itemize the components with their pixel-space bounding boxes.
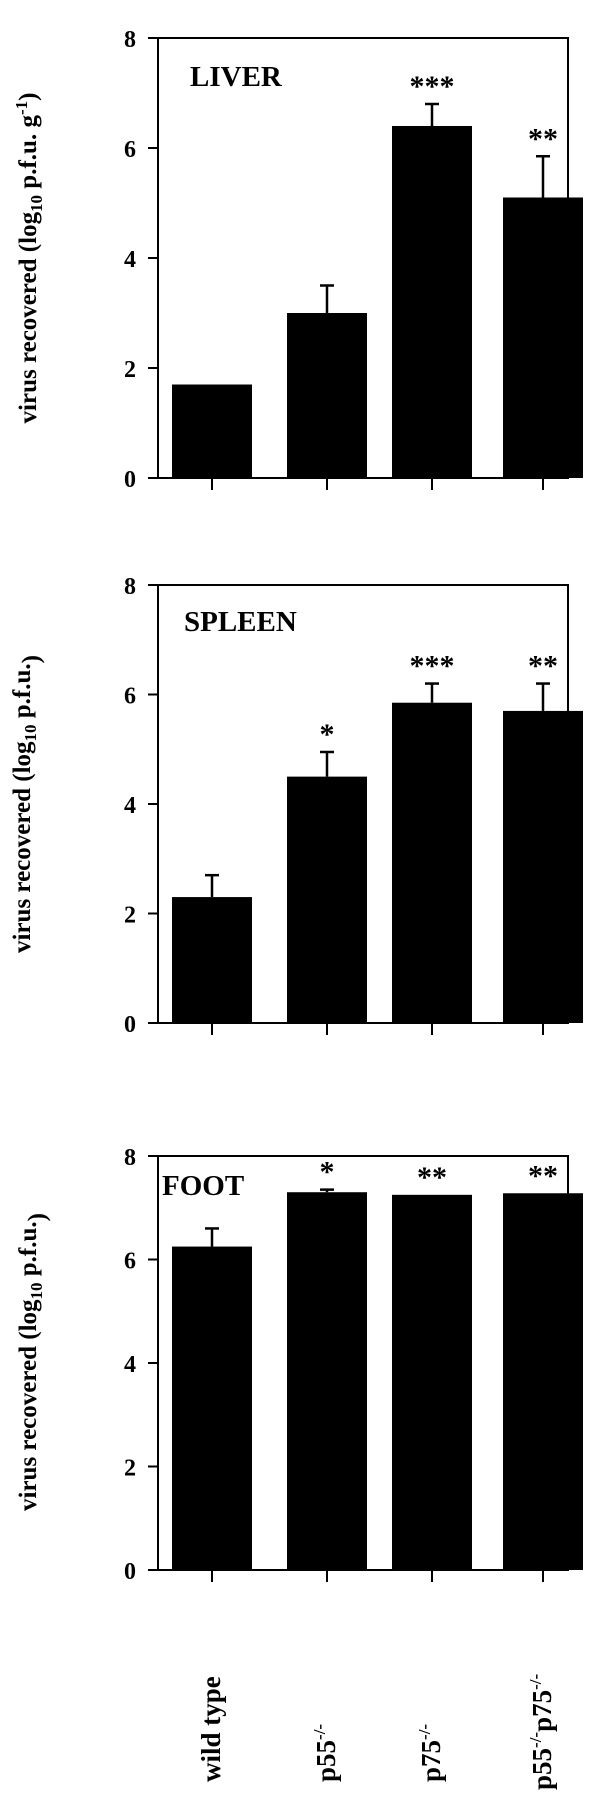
bar-p75-	[392, 1194, 472, 1570]
y-tick-label: 6	[124, 1249, 136, 1275]
bar-wild-type	[172, 897, 252, 1023]
bar-p75-	[392, 126, 472, 478]
significance-marker: ***	[410, 650, 455, 683]
y-tick-label: 0	[124, 1559, 136, 1585]
y-tick-label: 4	[124, 793, 136, 819]
panel-title: FOOT	[162, 1170, 244, 1202]
y-tick-label: 8	[124, 1145, 136, 1171]
panel-title: SPLEEN	[184, 606, 297, 638]
bar-p55-	[287, 776, 367, 1023]
bar-wild-type	[172, 384, 252, 478]
x-category-label: wild type	[196, 1676, 226, 1782]
y-tick-label: 6	[124, 137, 136, 163]
y-tick-label: 4	[124, 247, 136, 273]
x-category-labels: wild type p55-/-p75-/-p55-/-p75-/-	[196, 1674, 557, 1790]
x-category-label: p55-/-p75-/-	[526, 1674, 557, 1790]
x-category-label: p75-/-	[415, 1724, 446, 1782]
panel-title: LIVER	[190, 61, 283, 93]
significance-marker: *	[320, 1156, 335, 1189]
y-axis-label: virus recovered (log10 p.f.u. g-1)	[12, 93, 46, 424]
y-axis-label: virus recovered (log10 p.f.u.)	[15, 1213, 51, 1511]
y-tick-label: 2	[124, 357, 136, 383]
significance-marker: *	[320, 718, 335, 751]
y-tick-label: 0	[124, 467, 136, 493]
significance-marker: **	[417, 1161, 447, 1194]
bar-p55-p75-	[503, 1193, 583, 1570]
y-tick-label: 6	[124, 684, 136, 710]
bar-p55-	[287, 1192, 367, 1570]
y-tick-label: 8	[124, 574, 136, 600]
y-tick-label: 0	[124, 1012, 136, 1038]
significance-marker: **	[528, 650, 558, 683]
y-tick-label: 2	[124, 903, 136, 929]
bar-wild-type	[172, 1246, 252, 1570]
y-tick-label: 8	[124, 27, 136, 53]
significance-marker: ***	[410, 70, 455, 103]
bar-p55-p75-	[503, 197, 583, 478]
y-axis-label: virus recovered (log10 p.f.u.)	[9, 655, 45, 953]
x-category-label: p55-/-	[310, 1724, 341, 1782]
significance-marker: **	[528, 1159, 558, 1192]
bar-p75-	[392, 702, 472, 1023]
bar-p55-	[287, 313, 367, 478]
significance-marker: **	[528, 122, 558, 155]
bar-p55-p75-	[503, 710, 583, 1023]
y-tick-label: 4	[124, 1352, 136, 1378]
y-tick-label: 2	[124, 1456, 136, 1482]
